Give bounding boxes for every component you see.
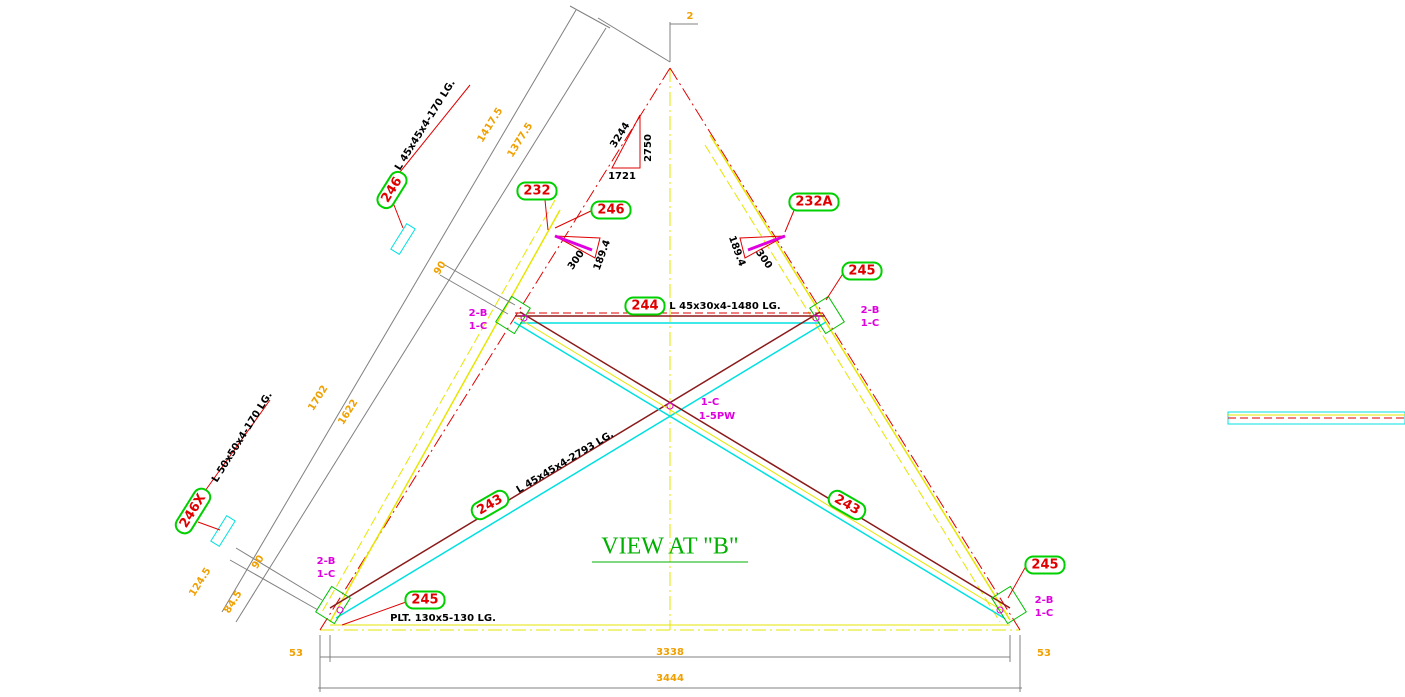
tag: 245	[842, 263, 881, 280]
tag: 232	[517, 183, 556, 200]
member-note: L 45x45x4-2793 LG.	[515, 429, 616, 496]
tag-label: 232	[523, 184, 550, 199]
extension-line	[598, 18, 670, 62]
connection-note: 1-C	[469, 321, 487, 332]
dimension-text: 189.4	[592, 238, 613, 272]
member-note: L 45x30x4-1480 LG.	[669, 301, 780, 312]
tag-label: 246	[597, 203, 624, 218]
extension-line	[445, 265, 515, 305]
leader	[785, 208, 795, 232]
dimension-text: 53	[1037, 648, 1051, 659]
clip	[211, 516, 235, 547]
connection-note: 1-5PW	[699, 411, 735, 422]
tag: 245	[405, 592, 444, 609]
view-title: VIEW AT "B"	[601, 534, 738, 560]
member-note: L 50x50x4-170 LG.	[210, 390, 275, 484]
dimension-text: 1377.5	[506, 121, 536, 160]
dimension-text: 300	[753, 248, 774, 271]
dimension-text: 1721	[608, 171, 636, 182]
tag: 246	[374, 169, 409, 211]
dimension-text: 3444	[656, 673, 684, 684]
leader	[826, 272, 844, 300]
tag: 243	[469, 488, 511, 522]
bolt	[337, 607, 343, 613]
connection-note: 1-C	[317, 569, 335, 580]
tag-label: 245	[848, 264, 875, 279]
dimension-line	[222, 10, 576, 612]
leader	[555, 210, 593, 228]
member-edge	[705, 145, 1000, 622]
connection-note: 1-C	[861, 318, 879, 329]
tag-label: 245	[1031, 558, 1058, 573]
member-edge	[710, 135, 1010, 620]
tag-label: 245	[411, 593, 438, 608]
clip	[555, 236, 592, 250]
tag: 245	[1025, 557, 1064, 574]
dimension-text: 84.5	[222, 589, 244, 616]
tag-label: 244	[631, 299, 658, 314]
leader	[545, 200, 548, 230]
dimension-text: 2750	[643, 134, 654, 162]
extension-line	[230, 560, 318, 610]
member	[518, 318, 1008, 614]
tag: 246	[591, 202, 630, 219]
dimension-text: 124.5	[187, 566, 213, 599]
dimension-text: 53	[289, 648, 303, 659]
connection-note: 1-C	[701, 397, 719, 408]
tag: 232A	[789, 194, 838, 211]
dimension-line	[236, 28, 606, 622]
dimension-text: 189.4	[726, 234, 747, 268]
dimension-text: 90	[432, 259, 449, 277]
connection-note: 2-B	[861, 305, 880, 316]
member-note: L 45x45x4-170 LG.	[393, 78, 458, 172]
extension-line	[570, 6, 610, 28]
connection-note: 2-B	[469, 308, 488, 319]
member	[514, 322, 1004, 618]
drawing: 246232246232A245244246X243243245245L 45x…	[0, 0, 1405, 697]
leader	[1008, 566, 1026, 598]
tag: 246X	[173, 486, 213, 537]
extension-line	[236, 548, 322, 600]
connection-note: 2-B	[317, 556, 336, 567]
dimension-text: 1702	[306, 384, 330, 413]
tag: 244	[625, 298, 664, 315]
member	[336, 322, 826, 618]
dimension-text: 2	[687, 11, 694, 22]
geometry	[198, 6, 1405, 692]
leader	[198, 522, 220, 530]
member	[520, 312, 1010, 608]
clip	[391, 224, 415, 255]
dimension-text: 90	[250, 553, 267, 571]
tag-label: 232A	[795, 195, 832, 210]
connection-note: 2-B	[1035, 595, 1054, 606]
dimension-text: 3338	[656, 647, 684, 658]
member-note: PLT. 130x5-130 LG.	[390, 613, 496, 624]
connection-note: 1-C	[1035, 608, 1053, 619]
